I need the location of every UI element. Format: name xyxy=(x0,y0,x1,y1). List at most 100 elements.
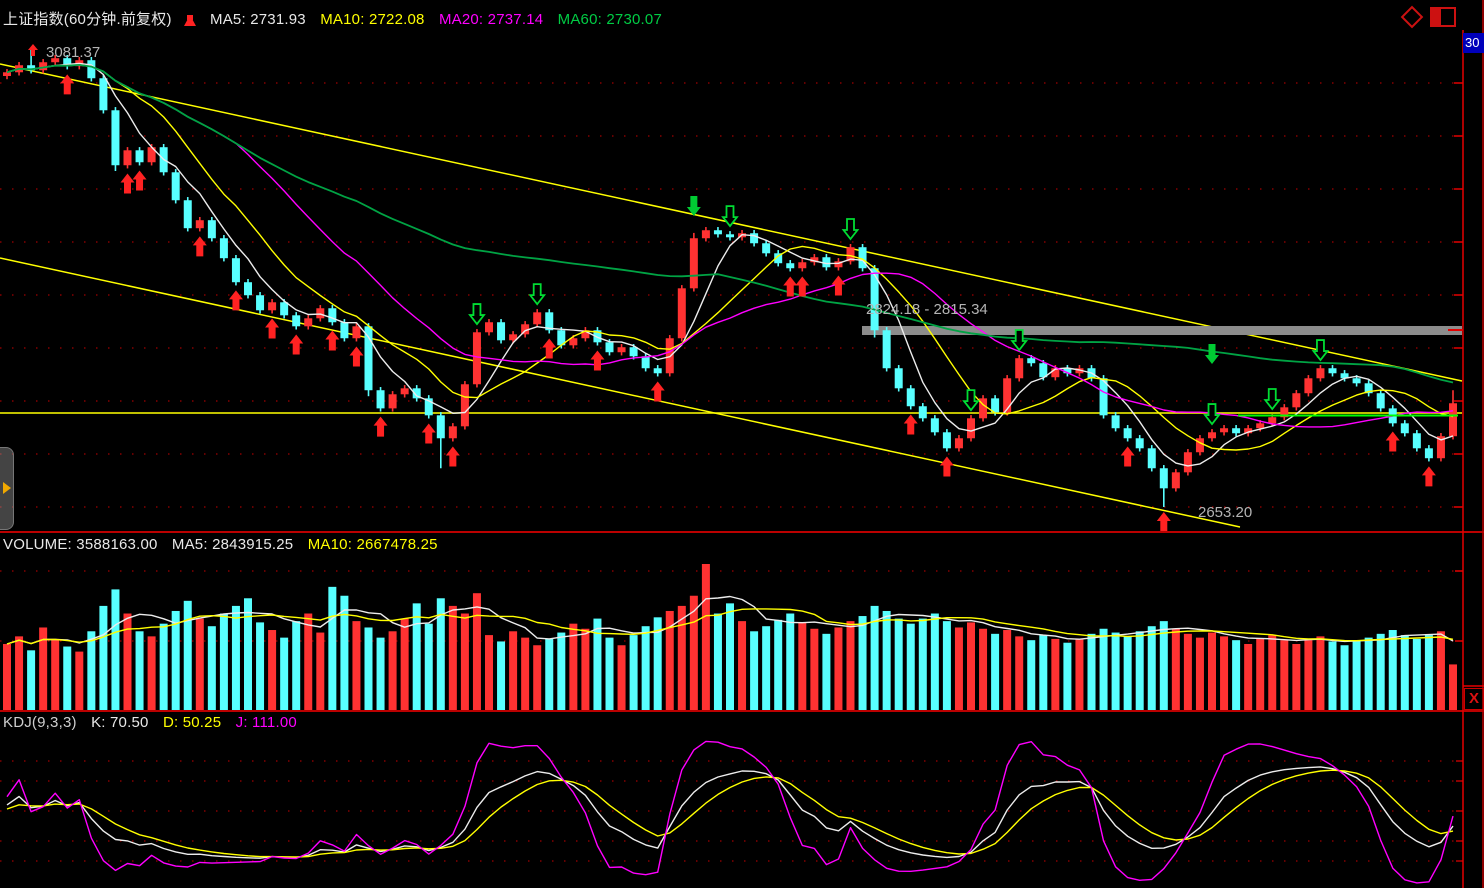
candle-body xyxy=(906,388,915,407)
candle-body xyxy=(1412,433,1421,449)
kdj-d-line xyxy=(6,769,1454,858)
buy-signal-arrow xyxy=(60,74,75,95)
main-chart-header: 上证指数(60分钟.前复权) MA5: 2731.93 MA10: 2722.0… xyxy=(3,8,672,29)
candle-body xyxy=(63,58,72,67)
high-marker-icon xyxy=(28,44,38,56)
candle-body xyxy=(979,398,988,419)
candle-body xyxy=(1159,468,1168,489)
candle-body xyxy=(954,438,963,449)
candle-body xyxy=(858,247,867,269)
gap-range-label: 2824.18 - 2815.34 xyxy=(866,301,988,318)
buy-signal-arrow xyxy=(795,276,810,297)
volume-bar xyxy=(846,621,855,710)
volume-bar xyxy=(87,631,96,710)
volume-bar xyxy=(364,627,373,710)
volume-bar xyxy=(412,603,421,710)
candle-body xyxy=(472,332,481,385)
candle-body xyxy=(726,234,734,238)
candle-body xyxy=(822,257,831,268)
volume-header: VOLUME: 3588163.00 MA5: 2843915.25 MA10:… xyxy=(3,536,448,553)
sell-signal-arrow-hollow xyxy=(1010,329,1029,352)
candle-body xyxy=(509,334,518,341)
candle-body xyxy=(774,253,783,264)
volume-bar xyxy=(713,613,722,710)
volume-bar xyxy=(195,618,204,710)
buy-signal-arrow xyxy=(445,446,460,467)
volume-bar xyxy=(1051,638,1060,710)
volume-bar xyxy=(1304,640,1313,710)
candle-body xyxy=(424,398,433,416)
candle-body xyxy=(328,308,337,323)
volume-bar xyxy=(207,626,216,710)
volume-bar xyxy=(858,616,867,710)
sell-signal-arrow-hollow xyxy=(962,389,980,412)
volume-bar xyxy=(1220,636,1229,710)
volume-bar xyxy=(726,603,734,710)
volume-bar xyxy=(533,645,542,710)
volume-bar xyxy=(400,618,409,710)
volume-bar xyxy=(352,621,361,710)
candle-body xyxy=(870,268,879,331)
buy-signal-arrow xyxy=(325,330,340,351)
ma10-value: MA10: 2722.08 xyxy=(320,11,425,28)
candle-body xyxy=(99,78,108,111)
candle-body xyxy=(593,330,602,343)
buy-signal-arrow xyxy=(349,346,364,367)
volume-bar xyxy=(1183,633,1192,710)
candle-body xyxy=(1376,393,1385,409)
split-window-icon[interactable] xyxy=(1430,7,1456,27)
candle-body xyxy=(352,326,361,339)
volume-bar xyxy=(183,600,192,710)
volume-bar xyxy=(292,621,301,710)
volume-bar xyxy=(581,628,590,710)
candle-body xyxy=(750,233,759,244)
candle-body xyxy=(316,308,325,319)
candle-body xyxy=(545,312,554,331)
candle-body xyxy=(1304,378,1313,394)
candle-body xyxy=(786,263,795,269)
candle-body xyxy=(713,230,722,235)
volume-bar xyxy=(219,613,228,710)
candle-body xyxy=(930,418,939,433)
candle-body xyxy=(1364,383,1373,394)
volume-bar xyxy=(521,637,530,710)
candle-body xyxy=(268,302,277,311)
candle-body xyxy=(364,326,373,391)
volume-bar xyxy=(3,643,11,710)
volume-ma10-line xyxy=(6,608,1454,645)
up-arrow-icon xyxy=(183,15,196,26)
volume-bar xyxy=(798,622,807,710)
buy-signal-arrow xyxy=(903,414,918,435)
candle-body xyxy=(171,172,180,201)
axis-price-badge: 30 xyxy=(1463,33,1484,53)
candle-body xyxy=(1328,368,1337,374)
volume-bar xyxy=(1171,628,1180,710)
candle-body xyxy=(231,258,240,283)
volume-bar xyxy=(629,635,638,710)
volume-bar xyxy=(497,641,506,710)
candle-body xyxy=(1171,472,1180,489)
volume-bar xyxy=(509,631,518,710)
diamond-icon[interactable] xyxy=(1400,5,1424,29)
candle-body xyxy=(1232,428,1241,434)
candle-body xyxy=(219,238,228,259)
candle-body xyxy=(689,238,698,289)
candle-body xyxy=(1449,403,1457,437)
volume-bar xyxy=(967,622,975,710)
volume-bar xyxy=(27,650,36,710)
volume-bar xyxy=(15,636,24,710)
buy-signal-arrow xyxy=(1421,466,1436,487)
candle-body xyxy=(340,322,349,339)
ma5-value: MA5: 2731.93 xyxy=(210,11,306,28)
volume-bar xyxy=(256,622,265,710)
volume-bar xyxy=(834,627,843,710)
close-pane-button[interactable]: X xyxy=(1464,688,1484,710)
sidebar-expand-handle[interactable] xyxy=(0,447,14,530)
sell-signal-arrow xyxy=(686,196,701,216)
candle-body xyxy=(1039,363,1048,378)
candle-body xyxy=(27,65,36,71)
volume-bar xyxy=(894,618,903,710)
candle-body xyxy=(147,147,156,163)
candle-body xyxy=(629,347,638,357)
